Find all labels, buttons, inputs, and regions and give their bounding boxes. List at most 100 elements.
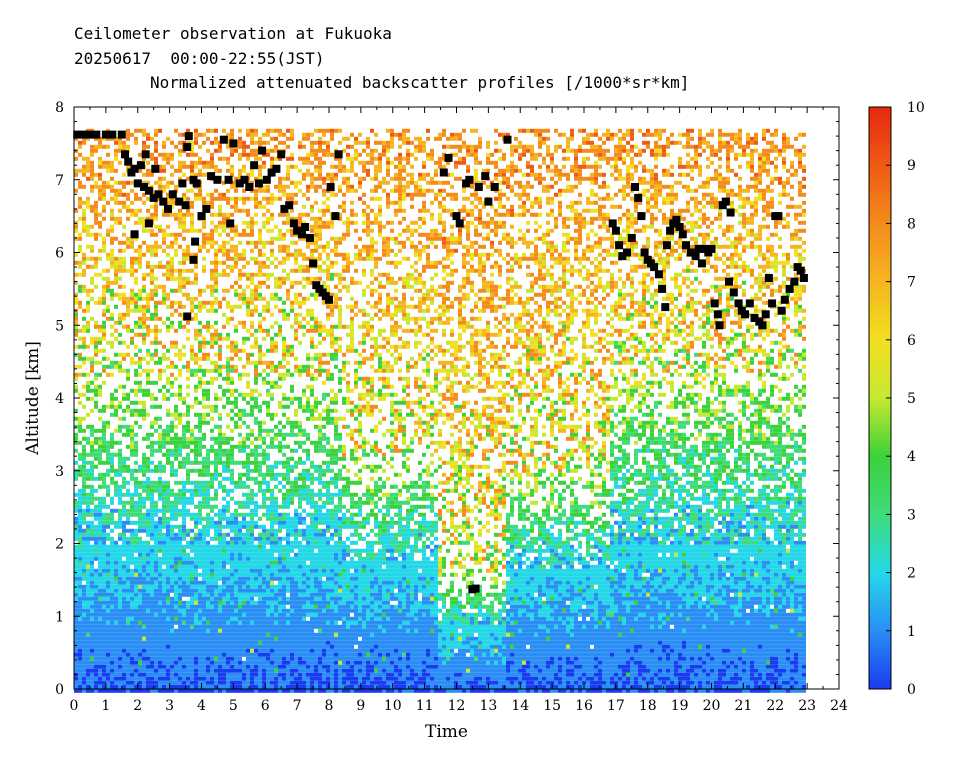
heatmap-cell [238,412,242,417]
heatmap-cell [74,664,78,669]
heatmap-cell [166,528,170,533]
heatmap-cell [142,324,146,329]
heatmap-cell [278,600,282,605]
heatmap-cell [122,260,126,265]
heatmap-cell [142,588,146,593]
heatmap-cell [218,512,222,517]
heatmap-cell [230,136,234,141]
heatmap-cell [154,428,158,433]
heatmap-cell [142,684,146,689]
heatmap-cell [142,316,146,321]
heatmap-cell [194,636,198,641]
heatmap-cell [126,300,130,305]
heatmap-cell [170,612,174,617]
heatmap-cell [150,248,154,253]
heatmap-cell [182,608,186,613]
heatmap-cell [126,516,130,521]
heatmap-cell [266,140,270,145]
heatmap-cell [214,604,218,609]
heatmap-cell [282,352,286,357]
heatmap-cell [210,676,214,681]
heatmap-cell [190,296,194,301]
heatmap-cell [170,684,174,689]
heatmap-cell [286,344,290,349]
heatmap-cell [250,592,254,597]
heatmap-cell [110,404,114,409]
heatmap-cell [82,384,86,389]
heatmap-cell [166,644,170,649]
heatmap-cell [210,660,214,665]
heatmap-cell [126,624,130,629]
heatmap-cell [234,248,238,253]
heatmap-cell [170,244,174,249]
heatmap-cell [230,524,234,529]
heatmap-cell [82,500,86,505]
heatmap-cell [266,184,270,189]
heatmap-cell [218,656,222,661]
heatmap-cell [230,316,234,321]
heatmap-cell [110,640,114,645]
heatmap-cell [154,284,158,289]
heatmap-cell [198,292,202,297]
heatmap-cell [158,600,162,605]
heatmap-cell [102,580,106,585]
heatmap-cell [118,572,122,577]
heatmap-cell [98,416,102,421]
heatmap-cell [130,472,134,477]
heatmap-cell [90,444,94,449]
heatmap-cell [246,156,250,161]
heatmap-cell [150,216,154,221]
heatmap-cell [254,664,258,669]
heatmap-cell [118,144,122,149]
heatmap-cell [94,544,98,549]
heatmap-cell [190,548,194,553]
heatmap-cell [278,660,282,665]
heatmap-cell [274,636,278,641]
heatmap-cell [138,196,142,201]
heatmap-cell [86,244,90,249]
heatmap-cell [186,616,190,621]
heatmap-cell [154,216,158,221]
heatmap-cell [214,688,218,693]
heatmap-cell [186,472,190,477]
heatmap-cell [78,204,82,209]
heatmap-cell [266,536,270,541]
heatmap-cell [74,252,78,257]
heatmap-cell [94,528,98,533]
heatmap-cell [82,652,86,657]
heatmap-cell [114,336,118,341]
heatmap-cell [126,480,130,485]
heatmap-cell [258,264,262,269]
heatmap-cell [166,600,170,605]
heatmap-cell [258,552,262,557]
heatmap-cell [262,448,266,453]
heatmap-cell [266,604,270,609]
heatmap-cell [278,280,282,285]
heatmap-cell [286,196,290,201]
heatmap-cell [94,344,98,349]
heatmap-cell [130,428,134,433]
heatmap-cell [174,436,178,441]
heatmap-cell [262,400,266,405]
heatmap-cell [142,664,146,669]
heatmap-cell [262,564,266,569]
heatmap-cell [286,536,290,541]
heatmap-cell [98,456,102,461]
heatmap-cell [90,232,94,237]
heatmap-cell [102,248,106,253]
heatmap-cell [134,220,138,225]
heatmap-cell [278,236,282,241]
heatmap-cell [134,276,138,281]
heatmap-cell [82,560,86,565]
heatmap-cell [238,476,242,481]
heatmap-cell [138,516,142,521]
heatmap-cell [126,136,130,141]
heatmap-cell [86,600,90,605]
heatmap-cell [230,168,234,173]
heatmap-cell [218,412,222,417]
heatmap-cell [250,500,254,505]
heatmap-cell [246,616,250,621]
heatmap-cell [174,492,178,497]
heatmap-cell [94,504,98,509]
heatmap-cell [130,240,134,245]
